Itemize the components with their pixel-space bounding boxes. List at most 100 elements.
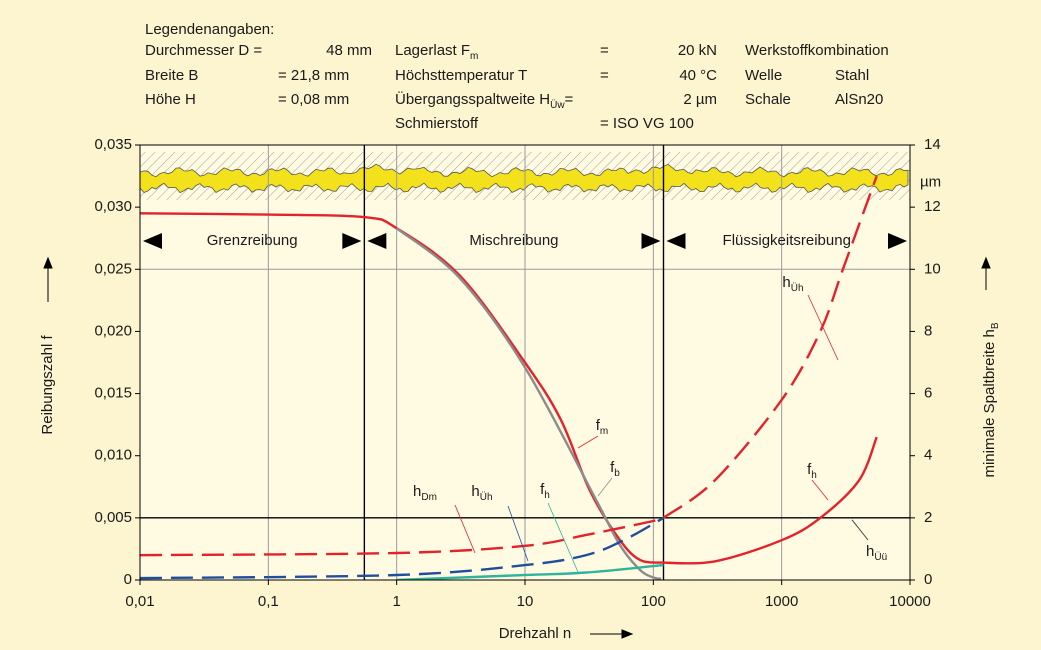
legend-cell-sub: Üw <box>550 99 565 111</box>
y-tick-label: 0,015 <box>94 385 132 402</box>
y-arrow <box>43 256 53 302</box>
x-tick-label: 1000 <box>765 593 798 610</box>
leader <box>597 477 613 497</box>
curve-label-sub: b <box>614 468 620 479</box>
curves <box>140 175 878 580</box>
y2-tick-label: 14 <box>924 136 941 153</box>
legend-cell: Schmierstoff <box>395 115 479 132</box>
reference-label: hÜü <box>866 543 887 563</box>
y-tick-label: 0,010 <box>94 447 132 464</box>
curve-label-main: f <box>596 417 601 434</box>
regime-label: Grenzreibung <box>207 232 298 249</box>
legend-cell: 40 °C <box>679 67 717 84</box>
leader <box>507 505 529 562</box>
labels: 0,01 0,1 1 10 100 1000 1000000,0050,0100,0150,… <box>94 136 1000 610</box>
legend-cell: Übergangsspaltweite HÜw= <box>395 90 574 111</box>
legend-cell: Lagerlast Fm <box>395 42 478 62</box>
y2-axis-label-main: minimale Spaltbreite h <box>981 329 998 477</box>
legend-cell-tail: = <box>565 91 574 108</box>
curve <box>395 227 662 580</box>
leader <box>851 519 869 541</box>
y-tick-label: 0,005 <box>94 509 132 526</box>
x-tick-label: 0,1 <box>258 593 279 610</box>
regime-arrow <box>888 233 907 249</box>
legend-cell: Breite B <box>145 67 198 84</box>
curve-label-sub: Üh <box>480 491 493 503</box>
curve <box>661 436 878 565</box>
regime-arrow <box>641 233 661 249</box>
y2-axis-label-sub: B <box>990 322 1001 329</box>
legend-cell: 48 mm <box>326 42 372 59</box>
y2-tick-label: 8 <box>924 322 932 339</box>
legend-cell: Stahl <box>835 67 869 84</box>
leader <box>807 294 839 361</box>
curve-label-sub: m <box>600 426 608 437</box>
legend-cell: Werkstoffkombination <box>745 42 889 59</box>
curve-label: fb <box>610 459 620 479</box>
curve <box>140 516 665 580</box>
legend-cell: 20 kN <box>678 42 717 59</box>
legend-cell: 2 µm <box>683 91 717 108</box>
y-tick-label: 0,030 <box>94 198 132 215</box>
curve <box>140 516 665 557</box>
x-arrow <box>590 629 634 639</box>
x-tick-label: 100 <box>641 593 666 610</box>
regime-arrow <box>367 233 387 249</box>
y-tick-label: 0,035 <box>94 136 132 153</box>
curve-label: hÜh <box>782 274 803 294</box>
y2-arrow <box>981 256 991 290</box>
x-tick-label: 10 <box>517 593 534 610</box>
legend-cell: = ISO VG 100 <box>600 115 694 132</box>
curve-label-main: h <box>413 483 421 500</box>
legend-cell: = <box>600 67 609 84</box>
legend-cell-main: Übergangsspaltweite H <box>395 90 550 108</box>
y2-tick-label: 12 <box>924 198 941 215</box>
x-axis-label: Drehzahl n <box>499 625 572 642</box>
curve-label-main: h <box>471 483 479 500</box>
legend-cell: Schale <box>745 91 791 108</box>
reference-label-main: h <box>866 543 874 560</box>
y2-unit: µm <box>920 173 941 190</box>
y-tick-label: 0 <box>124 571 132 588</box>
y-axis-label: Reibungszahl f <box>39 335 56 435</box>
y2-tick-label: 2 <box>924 509 932 526</box>
curve-label-sub: Üh <box>791 282 804 294</box>
y2-tick-label: 10 <box>924 260 941 277</box>
curve-label: fm <box>596 417 609 437</box>
legend-cell: Welle <box>745 67 782 84</box>
plot-frame <box>139 144 911 581</box>
x-tick-label: 0,01 <box>125 593 154 610</box>
legend-cell: Höchsttemperatur T <box>395 67 527 84</box>
leader <box>811 479 829 501</box>
surface-roughness <box>139 163 909 194</box>
regime-arrow <box>342 233 362 249</box>
y2-tick-label: 0 <box>924 571 932 588</box>
curve <box>396 563 664 580</box>
curve-label-main: f <box>807 461 812 478</box>
curve-label-main: f <box>540 481 545 498</box>
curve-label-sub: Dm <box>421 492 437 503</box>
legend-cell-main: Lagerlast F <box>395 42 470 59</box>
curve-label-main: f <box>610 459 615 476</box>
regime-arrow <box>666 233 686 249</box>
regime-label: Mischreibung <box>469 232 558 249</box>
x-tick-label: 10000 <box>889 593 931 610</box>
x-tick-label: 1 <box>392 593 400 610</box>
y2-tick-label: 4 <box>924 447 932 464</box>
legend-cell: AlSn20 <box>835 91 883 108</box>
curve-label: hÜh <box>471 483 492 503</box>
curve-label-sub: h <box>544 490 550 501</box>
y2-axis-label: minimale Spaltbreite hB <box>981 322 1001 477</box>
legend-cell: = 0,08 mm <box>278 91 349 108</box>
curve-label-main: h <box>782 274 790 291</box>
regime-arrow <box>143 233 162 249</box>
curve-label: hDm <box>413 483 437 503</box>
leader <box>577 435 599 449</box>
legend-cell: = 21,8 mm <box>278 67 349 84</box>
curve-label-sub: h <box>811 470 817 481</box>
leader <box>547 502 579 573</box>
curve-label: fh <box>540 481 550 501</box>
reference-label-sub: Üü <box>874 551 887 563</box>
leader <box>454 504 476 554</box>
